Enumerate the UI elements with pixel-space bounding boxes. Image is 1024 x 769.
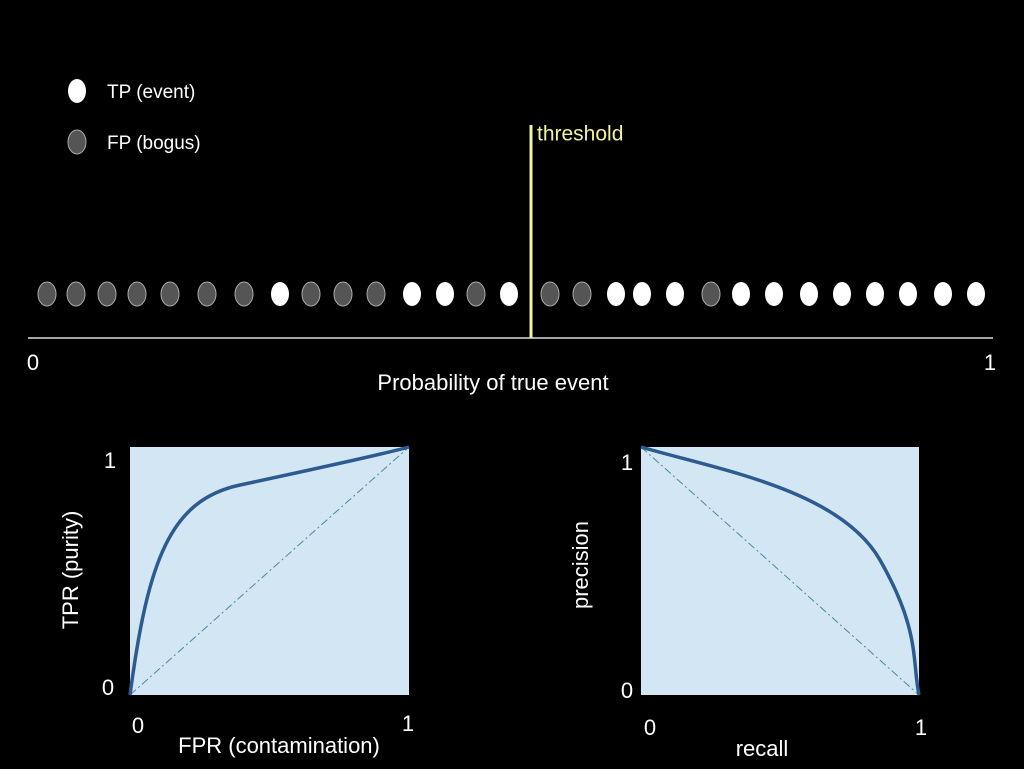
fp-dot [97, 281, 117, 307]
tp-dot [800, 282, 818, 306]
fp-dot [333, 281, 353, 307]
fp-dot [234, 281, 254, 307]
pr-y-bottom: 0 [621, 678, 633, 703]
tp-dot [666, 282, 684, 306]
tp-dot [967, 282, 985, 306]
fp-dot [197, 281, 217, 307]
tp-dot [765, 282, 783, 306]
roc-y-top: 1 [104, 448, 116, 473]
dots [37, 281, 985, 307]
fp-dot [301, 281, 321, 307]
threshold-label: threshold [537, 123, 623, 146]
pr-y-top: 1 [621, 450, 633, 475]
axis-start: 0 [27, 350, 39, 375]
fp-dot [66, 281, 86, 307]
tp-dot [899, 282, 917, 306]
tp-dot [436, 282, 454, 306]
fp-dot [572, 281, 592, 307]
axis-end: 1 [984, 350, 996, 375]
tp-dot [732, 282, 750, 306]
fp-dot [540, 281, 560, 307]
pr-y-label: precision [568, 521, 593, 609]
roc-x-left: 0 [132, 713, 144, 738]
legend-tp-marker [68, 79, 86, 103]
pr-x-left: 0 [644, 715, 656, 740]
legend-label: TP (event) [107, 82, 195, 103]
pr-x-right: 1 [915, 715, 927, 740]
roc-y-label: TPR (purity) [58, 511, 83, 630]
fp-dot [127, 281, 147, 307]
fp-dot [366, 281, 386, 307]
tp-dot [607, 282, 625, 306]
pr-x-label: recall [736, 736, 789, 761]
fp-dot [37, 281, 57, 307]
pr-diagonal [640, 446, 920, 696]
tp-dot [500, 282, 518, 306]
legend-fp-marker [67, 129, 87, 155]
axis-label: Probability of true event [377, 370, 608, 395]
fp-dot [466, 281, 486, 307]
roc-x-right: 1 [402, 711, 414, 736]
tp-dot [403, 282, 421, 306]
pr-curve [640, 445, 921, 696]
roc-y-bottom: 0 [102, 675, 114, 700]
roc-curve [128, 445, 410, 696]
fp-dot [701, 281, 721, 307]
tp-dot [866, 282, 884, 306]
roc-diagonal [129, 446, 410, 696]
tp-dot [633, 282, 651, 306]
tp-dot [271, 282, 289, 306]
legend-label: FP (bogus) [107, 133, 201, 154]
tp-dot [934, 282, 952, 306]
roc-x-label: FPR (contamination) [178, 733, 380, 758]
fp-dot [160, 281, 180, 307]
tp-dot [833, 282, 851, 306]
